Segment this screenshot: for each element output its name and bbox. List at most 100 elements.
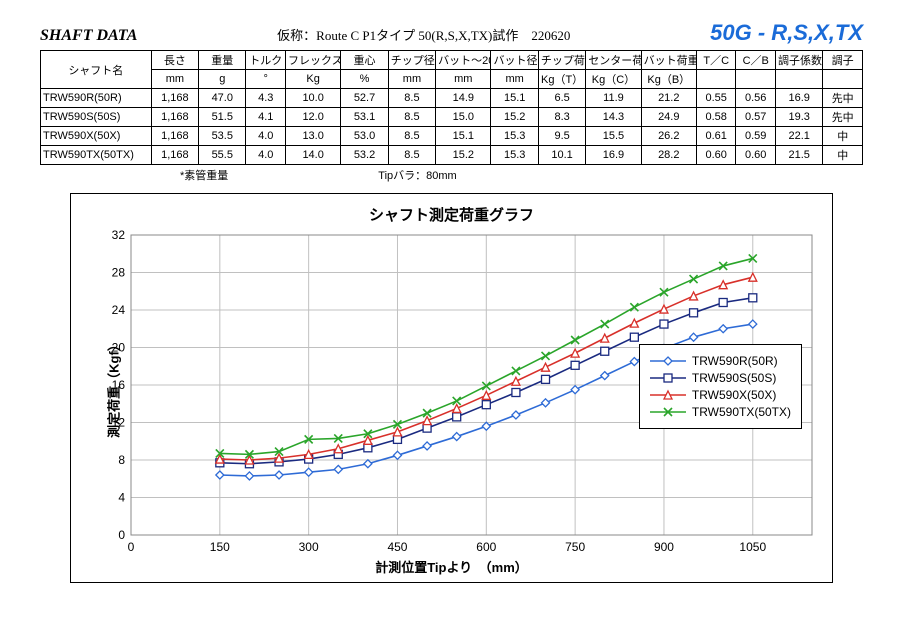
table-cell: 0.60: [736, 146, 776, 165]
table-cell: 21.5: [775, 146, 822, 165]
col-unit: [736, 70, 776, 89]
table-cell: 8.5: [388, 108, 435, 127]
legend-label: TRW590TX(50TX): [692, 405, 791, 419]
table-cell: 0.58: [696, 108, 736, 127]
data-table: シャフト名長さ重量トルクフレックス値重心チップ径バット〜200バット径チップ荷重…: [40, 50, 863, 165]
table-cell: 15.1: [436, 127, 491, 146]
chart-title: シャフト測定荷重グラフ: [81, 204, 822, 225]
legend-item: TRW590X(50X): [650, 388, 791, 402]
legend-label: TRW590X(50X): [692, 388, 776, 402]
svg-text:300: 300: [299, 540, 319, 554]
table-row: TRW590R(50R)1,16847.04.310.052.78.514.91…: [41, 89, 863, 108]
table-cell: 15.5: [586, 127, 641, 146]
table-cell: 52.7: [341, 89, 388, 108]
table-cell: 中: [823, 146, 863, 165]
table-cell: 4.0: [246, 127, 286, 146]
svg-text:4: 4: [118, 491, 125, 505]
table-cell: 1,168: [151, 108, 198, 127]
table-cell: 9.5: [538, 127, 585, 146]
table-cell: 8.5: [388, 89, 435, 108]
table-cell: 13.0: [286, 127, 341, 146]
table-row: TRW590S(50S)1,16851.54.112.053.18.515.01…: [41, 108, 863, 127]
table-cell: 16.9: [586, 146, 641, 165]
col-unit: mm: [388, 70, 435, 89]
col-unit: mm: [151, 70, 198, 89]
col-unit: %: [341, 70, 388, 89]
col-header: トルク: [246, 51, 286, 70]
table-cell: TRW590X(50X): [41, 127, 152, 146]
table-cell: 0.56: [736, 89, 776, 108]
table-header-row-2: mmg°Kg%mmmmmmKg（T）Kg（C）Kg（B）: [41, 70, 863, 89]
table-cell: 0.55: [696, 89, 736, 108]
col-header: 重心: [341, 51, 388, 70]
table-cell: 4.1: [246, 108, 286, 127]
col-header: 調子: [823, 51, 863, 70]
table-cell: 8.5: [388, 146, 435, 165]
col-header: C／B: [736, 51, 776, 70]
col-unit: [696, 70, 736, 89]
table-cell: 14.3: [586, 108, 641, 127]
col-unit: °: [246, 70, 286, 89]
table-cell: 53.5: [199, 127, 246, 146]
table-cell: 55.5: [199, 146, 246, 165]
table-row: TRW590TX(50TX)1,16855.54.014.053.28.515.…: [41, 146, 863, 165]
table-row: TRW590X(50X)1,16853.54.013.053.08.515.11…: [41, 127, 863, 146]
table-header-row-1: シャフト名長さ重量トルクフレックス値重心チップ径バット〜200バット径チップ荷重…: [41, 51, 863, 70]
table-cell: 11.9: [586, 89, 641, 108]
footnote-1: *素管重量: [180, 167, 228, 183]
table-cell: 19.3: [775, 108, 822, 127]
svg-text:12: 12: [112, 416, 126, 430]
legend-item: TRW590TX(50TX): [650, 405, 791, 419]
col-header: シャフト名: [41, 51, 152, 89]
col-unit: mm: [491, 70, 538, 89]
svg-text:8: 8: [118, 453, 125, 467]
svg-text:0: 0: [118, 528, 125, 542]
col-unit: [823, 70, 863, 89]
svg-text:750: 750: [565, 540, 585, 554]
table-cell: 14.0: [286, 146, 341, 165]
col-header: センター荷重: [586, 51, 641, 70]
page-title-center: 仮称：Route C P1タイプ 50(R,S,X,TX)試作 220620: [277, 25, 570, 44]
table-cell: 10.1: [538, 146, 585, 165]
table-cell: 0.61: [696, 127, 736, 146]
table-cell: 51.5: [199, 108, 246, 127]
svg-text:600: 600: [476, 540, 496, 554]
table-cell: 24.9: [641, 108, 696, 127]
svg-text:28: 28: [112, 266, 126, 280]
table-cell: 12.0: [286, 108, 341, 127]
svg-text:0: 0: [128, 540, 135, 554]
col-unit: [775, 70, 822, 89]
table-cell: 0.59: [736, 127, 776, 146]
table-cell: 21.2: [641, 89, 696, 108]
table-cell: TRW590R(50R): [41, 89, 152, 108]
col-header: 長さ: [151, 51, 198, 70]
col-unit: Kg（T）: [538, 70, 585, 89]
table-cell: 1,168: [151, 146, 198, 165]
table-cell: 22.1: [775, 127, 822, 146]
svg-text:24: 24: [112, 303, 126, 317]
table-cell: 15.3: [491, 127, 538, 146]
table-cell: 8.3: [538, 108, 585, 127]
footnote-2: Tipバラ：80mm: [378, 167, 456, 183]
table-cell: 15.2: [491, 108, 538, 127]
table-cell: 先中: [823, 89, 863, 108]
col-unit: Kg: [286, 70, 341, 89]
page-title-left: SHAFT DATA: [40, 27, 137, 45]
x-axis-label: 計測位置Tipより （mm）: [81, 557, 822, 576]
legend-label: TRW590R(50R): [692, 354, 778, 368]
table-cell: 15.1: [491, 89, 538, 108]
table-cell: 53.1: [341, 108, 388, 127]
svg-text:16: 16: [112, 378, 126, 392]
col-unit: mm: [436, 70, 491, 89]
col-header: バット径: [491, 51, 538, 70]
table-cell: 先中: [823, 108, 863, 127]
legend-item: TRW590R(50R): [650, 354, 791, 368]
col-header: バット〜200: [436, 51, 491, 70]
svg-text:32: 32: [112, 229, 126, 242]
table-cell: 26.2: [641, 127, 696, 146]
table-cell: 14.9: [436, 89, 491, 108]
svg-text:20: 20: [112, 341, 126, 355]
table-cell: 1,168: [151, 89, 198, 108]
table-cell: 0.57: [736, 108, 776, 127]
col-unit: Kg（C）: [586, 70, 641, 89]
